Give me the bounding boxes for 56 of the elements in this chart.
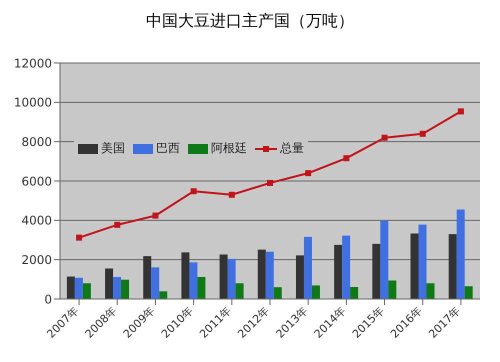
bar [296, 255, 304, 299]
bar [121, 280, 130, 299]
bar [143, 256, 152, 299]
point [420, 130, 426, 137]
y-tick-label: 8000 [21, 134, 52, 149]
bar [372, 244, 380, 299]
point [190, 188, 197, 194]
y-tick-label: 10000 [14, 96, 52, 110]
bar [418, 224, 427, 299]
bar [312, 285, 320, 299]
legend-label: 阿根廷 [211, 140, 247, 157]
point [267, 180, 273, 186]
bar [266, 252, 274, 299]
chart-title: 中国大豆进口主产国（万吨） [145, 10, 355, 32]
bar [274, 287, 282, 299]
bar [456, 210, 465, 299]
bar [388, 280, 396, 299]
bar [151, 267, 160, 299]
bar [258, 250, 266, 299]
bar [197, 276, 206, 299]
point [305, 170, 312, 176]
y-tick-label: 0 [44, 292, 52, 306]
bar [74, 278, 83, 299]
bar [159, 291, 168, 299]
bar [66, 276, 75, 299]
point [382, 134, 388, 141]
bar [380, 220, 388, 299]
y-tick-label: 2000 [21, 252, 52, 267]
bar [410, 234, 419, 299]
bar [426, 283, 435, 299]
bar [236, 283, 244, 299]
bar [342, 236, 350, 299]
point [343, 155, 350, 162]
y-tick-label: 12000 [14, 56, 52, 70]
legend-label: 美国 [101, 140, 125, 157]
bar [220, 254, 228, 299]
bar [350, 287, 358, 299]
bar [181, 252, 190, 299]
point [152, 212, 158, 219]
point [458, 108, 464, 114]
bar [189, 262, 198, 299]
legend-label: 巴西 [156, 140, 180, 157]
bar [464, 286, 473, 299]
point [228, 192, 235, 198]
bar [113, 276, 122, 299]
bar [448, 234, 457, 299]
bar [105, 268, 114, 299]
y-tick-label: 6000 [21, 174, 52, 188]
bar [304, 236, 312, 299]
y-tick-label: 4000 [21, 214, 52, 228]
bar [228, 258, 236, 299]
point [76, 234, 82, 241]
point [114, 222, 120, 228]
bar [334, 244, 342, 299]
legend-label: 总量 [280, 140, 304, 157]
bar [82, 283, 91, 299]
